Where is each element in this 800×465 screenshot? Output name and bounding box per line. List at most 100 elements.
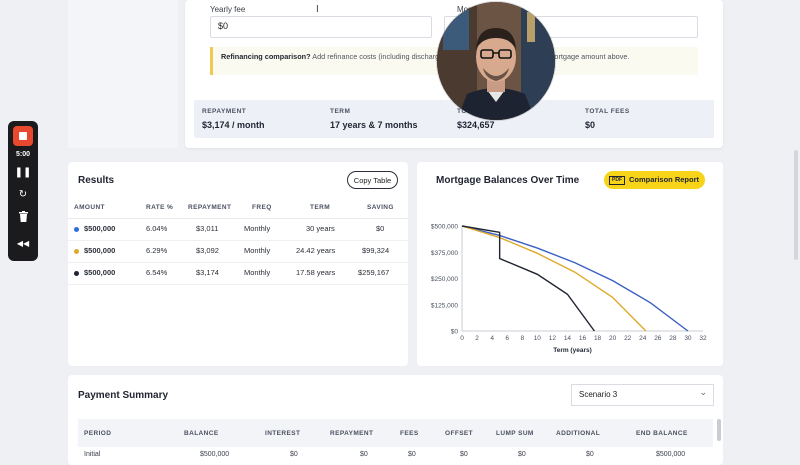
results-title: Results (78, 175, 115, 186)
cell-amount: $500,000 (84, 246, 116, 255)
cell-term: 30 years (306, 224, 335, 233)
cell-rate: 6.04% (146, 224, 168, 233)
cell-saving: $259,167 (358, 268, 390, 277)
x-tick-label: 14 (564, 335, 572, 342)
table-row[interactable]: $500,000 6.54% $3,174 Monthly 17.58 year… (68, 262, 408, 284)
x-tick-label: 28 (669, 335, 677, 342)
summary-label: TOTAL FEES (585, 108, 630, 115)
series-dot-yellow (74, 249, 79, 254)
cell-fees: $0 (408, 451, 416, 458)
cell-freq: Monthly (244, 224, 271, 233)
row-divider (68, 240, 408, 241)
cell-term: 17.58 years (296, 268, 336, 277)
results-card (68, 162, 408, 366)
y-tick-label: $250,000 (431, 276, 458, 283)
y-tick-label: $500,000 (431, 224, 458, 231)
summary-value: $324,657 (457, 120, 495, 130)
stop-icon[interactable] (13, 126, 33, 146)
col-balance: BALANCE (184, 430, 219, 437)
trash-icon[interactable] (8, 211, 38, 225)
x-tick-label: 30 (684, 335, 692, 342)
cell-repayment: $3,174 (196, 268, 219, 277)
col-end-balance: END BALANCE (636, 430, 688, 437)
page-scrollbar[interactable] (794, 150, 798, 260)
cell-repayment: $0 (360, 451, 368, 458)
cell-amount: $500,000 (84, 224, 116, 233)
summary-value: $3,174 / month (202, 120, 265, 130)
pdf-icon: PDF (609, 176, 625, 185)
cell-interest: $0 (290, 451, 298, 458)
cell-rate: 6.29% (146, 246, 168, 255)
comparison-report-button[interactable]: PDF Comparison Report (604, 171, 705, 189)
yearly-fee-input[interactable]: $0 (210, 16, 432, 38)
webcam-overlay[interactable] (437, 2, 555, 120)
cell-amount: $500,000 (84, 268, 116, 277)
x-tick-label: 2 (475, 335, 479, 342)
summary-term: TERM 17 years & 7 months (330, 108, 418, 130)
scenario-select[interactable]: Scenario 3 (571, 384, 714, 406)
payment-summary-title: Payment Summary (78, 390, 169, 401)
cell-repayment: $3,092 (196, 246, 219, 255)
comparison-report-label: Comparison Report (629, 175, 700, 184)
restart-icon[interactable]: ↻ (18, 189, 28, 200)
y-tick-label: $375,000 (431, 250, 458, 257)
recording-timer: 5:00 (15, 151, 30, 158)
x-tick-label: 8 (520, 335, 524, 342)
summary-label: TO (457, 108, 467, 115)
x-axis-label: Term (years) (553, 347, 592, 354)
col-repayment: REPAYMENT (330, 430, 374, 437)
cell-additional: $0 (586, 451, 594, 458)
x-tick-label: 18 (594, 335, 602, 342)
x-tick-label: 16 (579, 335, 587, 342)
copy-table-button[interactable]: Copy Table (347, 171, 398, 189)
x-tick-label: 26 (654, 335, 662, 342)
summary-repayment: REPAYMENT $3,174 / month (202, 108, 265, 130)
series-dot-blue (74, 227, 79, 232)
col-interest: INTEREST (265, 430, 301, 437)
cell-offset: $0 (460, 451, 468, 458)
yearly-fee-label: Yearly fee (210, 5, 246, 14)
summary-value: $0 (585, 120, 596, 130)
table-scrollbar[interactable] (717, 419, 721, 441)
rewind-icon[interactable]: ◀◀ (16, 239, 30, 248)
left-panel-strip (68, 0, 178, 148)
chart-card (417, 162, 723, 366)
summary-label: REPAYMENT (202, 108, 247, 115)
cell-saving: $0 (376, 224, 385, 233)
col-rate: RATE % (146, 204, 174, 211)
col-saving: SAVING (367, 204, 394, 211)
screen-recorder-panel: 5:00 ❚❚ ↻ ◀◀ (8, 121, 38, 261)
pause-icon[interactable]: ❚❚ (14, 167, 32, 178)
payment-table-header (78, 419, 713, 447)
col-term: TERM (310, 204, 331, 211)
cell-lump-sum: $0 (518, 451, 526, 458)
cell-freq: Monthly (244, 268, 271, 277)
cell-balance: $500,000 (200, 451, 230, 458)
cell-period: Initial (84, 451, 101, 458)
x-tick-label: 12 (549, 335, 557, 342)
cell-term: 24.42 years (296, 246, 336, 255)
x-tick-label: 10 (534, 335, 542, 342)
col-freq: FREQ (252, 204, 272, 211)
header-divider (68, 218, 408, 219)
cell-repayment: $3,011 (196, 224, 219, 233)
row-divider (68, 262, 408, 263)
col-lump-sum: LUMP SUM (496, 430, 534, 437)
cell-saving: $99,324 (362, 246, 390, 255)
row-divider (68, 284, 408, 285)
series-dot-black (74, 271, 79, 276)
col-amount: AMOUNT (74, 204, 105, 211)
balance-series-line-1 (461, 225, 647, 332)
x-tick-label: 22 (624, 335, 632, 342)
note-title: Refinancing comparison? (221, 52, 311, 61)
balance-series-line-2 (461, 225, 595, 332)
table-row[interactable]: $500,000 6.04% $3,011 Monthly 30 years $… (68, 218, 408, 240)
x-tick-label: 20 (609, 335, 617, 342)
table-row[interactable]: $500,000 6.29% $3,092 Monthly 24.42 year… (68, 240, 408, 262)
col-offset: OFFSET (445, 430, 474, 437)
x-tick-label: 32 (699, 335, 707, 342)
y-tick-label: $125,000 (431, 302, 458, 309)
summary-label: TERM (330, 108, 351, 115)
summary-fees: TOTAL FEES $0 (585, 108, 630, 130)
